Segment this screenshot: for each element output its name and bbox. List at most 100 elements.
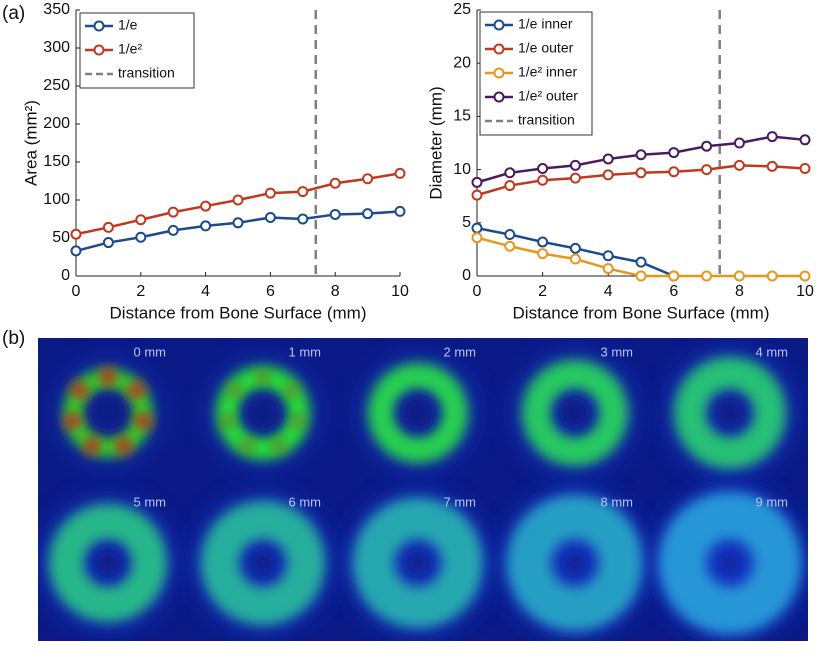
marker	[701, 164, 713, 176]
marker	[394, 205, 406, 217]
image-spot	[83, 436, 102, 455]
panel-label: (a)	[2, 3, 25, 24]
marker	[733, 137, 745, 149]
image-core	[567, 555, 583, 571]
marker	[70, 245, 82, 257]
image-core	[88, 393, 128, 433]
marker	[799, 163, 811, 175]
y-tick-label: 300	[43, 39, 70, 56]
legend-marker	[93, 44, 105, 56]
marker	[362, 208, 374, 220]
marker	[569, 172, 581, 184]
marker	[537, 236, 549, 248]
image-spot	[292, 415, 305, 428]
y-tick-label: 0	[61, 267, 70, 284]
legend-label: 1/e	[118, 17, 138, 33]
x-tick-label: 4	[604, 283, 613, 300]
marker	[102, 221, 114, 233]
image-ring	[49, 504, 167, 622]
y-tick-label: 350	[43, 1, 70, 18]
marker	[504, 229, 516, 241]
panel-label: (b)	[2, 328, 25, 349]
legend-label: transition	[518, 112, 575, 128]
image-core	[559, 397, 591, 429]
marker	[504, 240, 516, 252]
image-core	[244, 394, 282, 432]
marker	[602, 250, 614, 262]
marker	[232, 217, 244, 229]
marker	[537, 174, 549, 186]
image-spot	[114, 436, 133, 455]
image-ring	[507, 495, 643, 631]
x-axis-label: Distance from Bone Surface (mm)	[110, 303, 367, 322]
marker	[668, 147, 680, 159]
image-ring	[522, 360, 628, 466]
x-tick-label: 6	[266, 283, 275, 300]
marker	[471, 232, 483, 244]
image-spot	[285, 384, 298, 397]
marker	[471, 189, 483, 201]
image-ring	[674, 357, 786, 469]
y-tick-label: 0	[462, 267, 471, 284]
image-ring	[201, 501, 325, 625]
marker	[701, 270, 713, 282]
marker	[635, 270, 647, 282]
image-core	[401, 396, 435, 430]
image-spot	[63, 412, 82, 431]
image-spot	[134, 412, 153, 431]
legend-label: transition	[118, 65, 175, 81]
marker	[668, 166, 680, 178]
image-label: 3 mm	[601, 344, 634, 359]
legend-marker	[493, 19, 505, 31]
image-spot	[272, 439, 285, 452]
marker	[297, 213, 309, 225]
x-tick-label: 10	[391, 283, 409, 300]
y-tick-label: 250	[43, 77, 70, 94]
x-tick-label: 10	[796, 283, 814, 300]
marker	[602, 153, 614, 165]
marker	[766, 131, 778, 143]
marker	[602, 169, 614, 181]
image-spot	[70, 381, 89, 400]
marker	[569, 242, 581, 254]
image-ring	[659, 492, 801, 634]
legend-label: 1/e² outer	[518, 88, 578, 104]
marker	[635, 167, 647, 179]
marker	[569, 159, 581, 171]
image-label: 9 mm	[756, 494, 789, 509]
y-tick-label: 100	[43, 191, 70, 208]
marker	[537, 248, 549, 260]
y-tick-label: 25	[453, 1, 471, 18]
marker	[135, 231, 147, 243]
y-tick-label: 10	[453, 161, 471, 178]
image-label: 5 mm	[134, 494, 167, 509]
marker	[799, 134, 811, 146]
x-tick-label: 2	[136, 283, 145, 300]
marker	[362, 173, 374, 185]
x-axis-label: Distance from Bone Surface (mm)	[513, 303, 770, 322]
y-axis-label: Area (mm²)	[21, 100, 40, 186]
marker	[799, 270, 811, 282]
y-tick-label: 200	[43, 115, 70, 132]
marker	[232, 194, 244, 206]
image-spot	[228, 384, 241, 397]
image-core	[252, 552, 274, 574]
marker	[766, 270, 778, 282]
marker	[668, 270, 680, 282]
marker	[70, 228, 82, 240]
x-tick-label: 2	[538, 283, 547, 300]
marker	[766, 160, 778, 172]
image-label: 7 mm	[444, 494, 477, 509]
legend-label: 1/e²	[118, 41, 142, 57]
image-core	[716, 399, 744, 427]
legend-marker	[493, 91, 505, 103]
image-spot	[241, 439, 254, 452]
image-spot	[127, 381, 146, 400]
marker	[264, 211, 276, 223]
legend-label: 1/e outer	[518, 40, 574, 56]
marker	[569, 253, 581, 265]
image-ring	[368, 363, 468, 463]
y-tick-label: 50	[52, 229, 70, 246]
image-spot	[221, 415, 234, 428]
image-label: 6 mm	[289, 494, 322, 509]
